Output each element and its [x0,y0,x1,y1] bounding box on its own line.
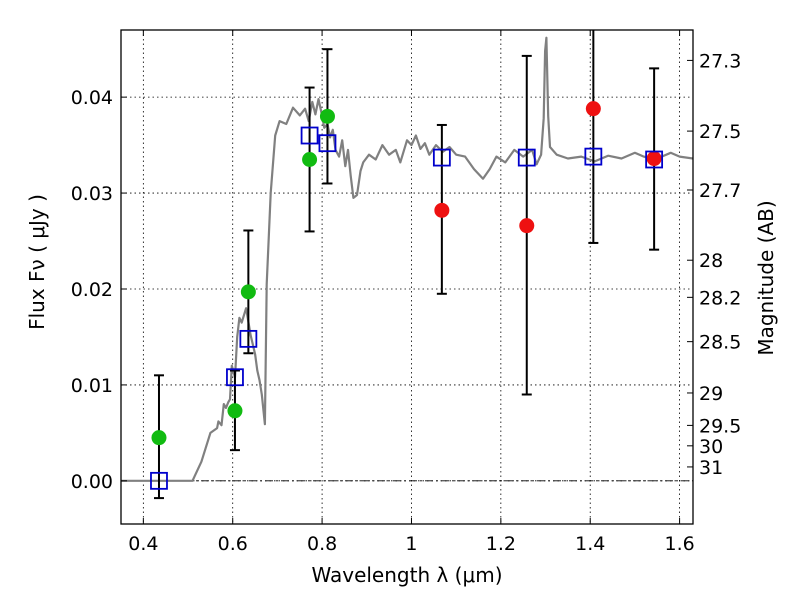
y-axis-title: Flux Fν ( μJy ) [25,194,49,330]
model-flux-square [318,134,337,153]
magnitude-tick-label: 28.5 [699,332,741,354]
magnitude-tick-label: 28 [699,250,723,272]
flux-point [240,284,256,300]
plot-frame [120,29,694,525]
model-flux-square [300,126,319,145]
flux-point [319,108,335,124]
x-tick-label: 1.2 [486,533,516,555]
x-axis-title: Wavelength λ (μm) [311,563,502,587]
x-tick-label: 1.4 [575,533,605,555]
magnitude-tick-label: 27.3 [699,50,741,72]
model-flux-square [150,471,168,490]
magnitude-tick-label: 31 [699,457,723,479]
y-tick-label: 0.04 [71,87,113,109]
magnitude-tick-label: 30 [699,436,723,458]
flux-point [302,151,318,167]
right-axis-title: Magnitude (AB) [754,200,778,355]
magnitude-tick-label: 27.5 [699,121,741,143]
model-flux-square [432,148,451,167]
magnitude-tick-label: 28.2 [699,287,741,309]
x-tick-label: 0.8 [307,533,337,555]
model-flux-square [584,147,603,166]
magnitude-tick-label: 29.5 [699,415,741,437]
model-flux-square [226,368,244,387]
flux-point [585,101,601,117]
x-tick-label: 0.6 [218,533,248,555]
y-tick-label: 0.00 [71,471,113,493]
magnitude-tick-label: 27.7 [699,180,741,202]
model-flux-square [645,150,664,169]
model-flux-square [517,148,536,167]
axis-ticks: 0.4 0.6 0.8 1 1.2 1.4 1.6 0.00 0.01 0.02 0.03 0.04 2… [71,30,741,555]
y-tick-label: 0.01 [71,375,113,397]
flux-point [519,218,535,234]
magnitude-tick-label: 29 [699,383,723,405]
flux-point [646,151,662,167]
model-flux-square [239,329,258,348]
flux-point [227,403,243,419]
x-tick-label: 1 [405,533,417,555]
plot-area [121,30,693,500]
y-tick-label: 0.02 [71,279,113,301]
model-spectrum-line [121,36,693,482]
flux-point [151,430,167,446]
y-tick-label: 0.03 [71,183,113,205]
x-tick-label: 0.4 [128,533,158,555]
x-tick-label: 1.6 [664,533,694,555]
flux-point [434,202,450,218]
